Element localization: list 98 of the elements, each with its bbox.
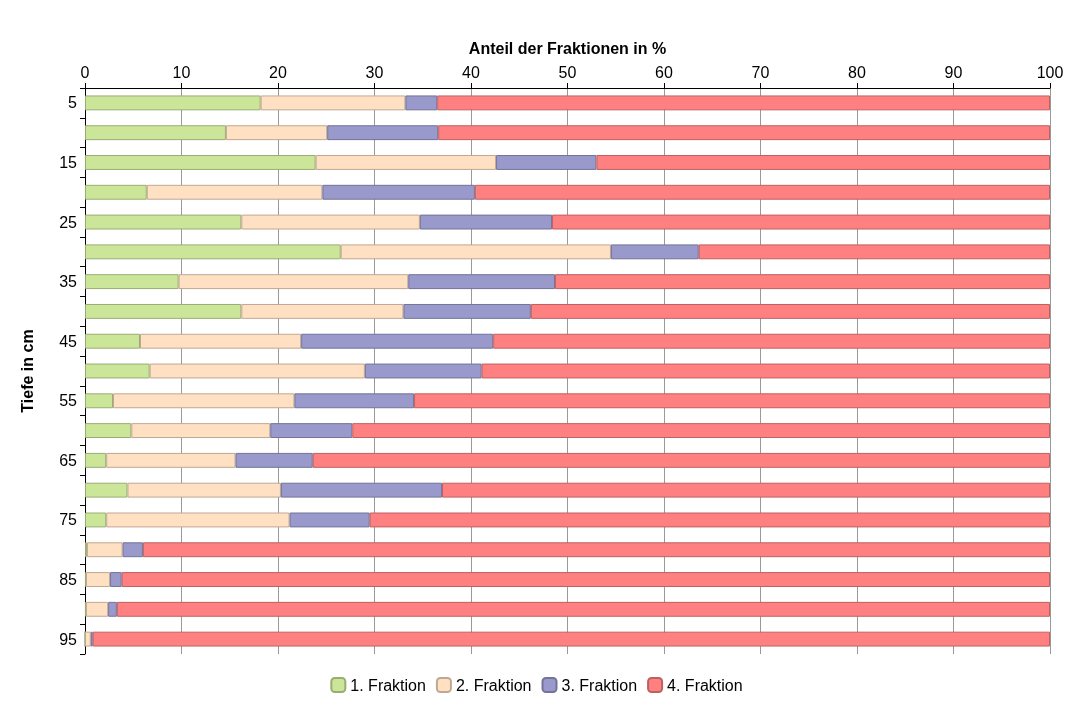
y-tick-label: 85 (59, 571, 78, 589)
bar (121, 572, 1050, 587)
y-tick-label: 25 (59, 213, 78, 231)
bar (85, 125, 226, 141)
bar (340, 244, 611, 260)
x-tick-label: 10 (172, 63, 191, 81)
bar (85, 423, 132, 439)
bar (403, 303, 531, 319)
y-tick-label: 5 (68, 94, 78, 112)
bar (85, 303, 242, 319)
y-tick-label: 95 (59, 630, 78, 648)
bar (241, 303, 404, 319)
bar (225, 125, 328, 141)
bar (116, 601, 1050, 617)
bar (110, 572, 122, 587)
bar (85, 274, 179, 290)
legend-label: 1. Fraktion (350, 676, 426, 694)
bar (85, 572, 111, 587)
bar (85, 452, 107, 468)
bar (474, 184, 1050, 200)
bar (146, 184, 323, 200)
bar (437, 95, 1050, 111)
bar (554, 274, 1050, 290)
bar (86, 542, 123, 558)
bar (294, 393, 415, 409)
bar (419, 214, 553, 230)
x-tick-label: 60 (655, 63, 673, 81)
bar (85, 214, 242, 230)
bar (530, 303, 1050, 319)
bar (149, 363, 365, 379)
x-tick-label: 90 (944, 63, 963, 81)
x-tick-label: 80 (848, 63, 866, 81)
bar (108, 601, 117, 617)
bar (85, 95, 261, 111)
x-tick-label: 20 (269, 63, 287, 81)
y-tick-label: 75 (59, 511, 78, 529)
bar (85, 601, 109, 617)
bar (85, 333, 141, 349)
x-tick-label: 0 (80, 63, 90, 81)
bar (552, 214, 1050, 230)
bar (289, 512, 370, 528)
x-tick-label: 70 (751, 63, 770, 81)
y-tick-label: 55 (59, 392, 78, 410)
bar (241, 214, 420, 230)
bar (327, 125, 439, 141)
legend-label: 2. Fraktion (455, 676, 532, 694)
bar (315, 155, 497, 170)
bar (85, 482, 128, 498)
bar (106, 452, 236, 468)
bar (610, 244, 699, 260)
bar (596, 155, 1050, 170)
x-tick-label: 30 (365, 63, 384, 81)
bar (112, 393, 295, 409)
y-tick-label: 15 (59, 153, 78, 171)
legend-label: 4. Fraktion (667, 676, 743, 694)
bar (442, 482, 1050, 498)
bar (178, 274, 409, 290)
bar (496, 155, 597, 170)
bar (312, 452, 1050, 468)
x-axis-title: Anteil der Fraktionen in % (468, 39, 667, 57)
bar (85, 184, 147, 200)
bar (408, 274, 555, 290)
y-tick-label: 35 (59, 273, 78, 291)
bar (131, 423, 271, 439)
bar (369, 512, 1050, 528)
bar (270, 423, 353, 439)
bar (85, 631, 91, 647)
x-tick-label: 50 (558, 63, 577, 81)
bar (364, 363, 482, 379)
y-tick-label: 65 (59, 451, 78, 469)
bar (438, 125, 1050, 141)
bar (127, 482, 281, 498)
bar (301, 333, 494, 349)
legend-label: 3. Fraktion (561, 676, 638, 694)
bar (122, 542, 143, 558)
bar (481, 363, 1050, 379)
bar (414, 393, 1050, 409)
bar (85, 393, 113, 409)
bar (698, 244, 1050, 260)
bar (322, 184, 475, 200)
bar (85, 363, 150, 379)
y-axis-title: Tiefe in cm (18, 329, 36, 413)
bar (142, 542, 1050, 558)
bar (106, 512, 290, 528)
bar (235, 452, 313, 468)
bar (85, 155, 316, 170)
bar (493, 333, 1050, 349)
bar (405, 95, 438, 111)
bar (280, 482, 443, 498)
x-tick-label: 100 (1036, 63, 1064, 81)
x-tick-label: 40 (462, 63, 480, 81)
bar (352, 423, 1050, 439)
y-tick-label: 45 (59, 332, 78, 350)
bar (92, 631, 1050, 647)
bar (260, 95, 406, 111)
bar (85, 244, 341, 260)
bar (140, 333, 302, 349)
bar (85, 512, 107, 528)
